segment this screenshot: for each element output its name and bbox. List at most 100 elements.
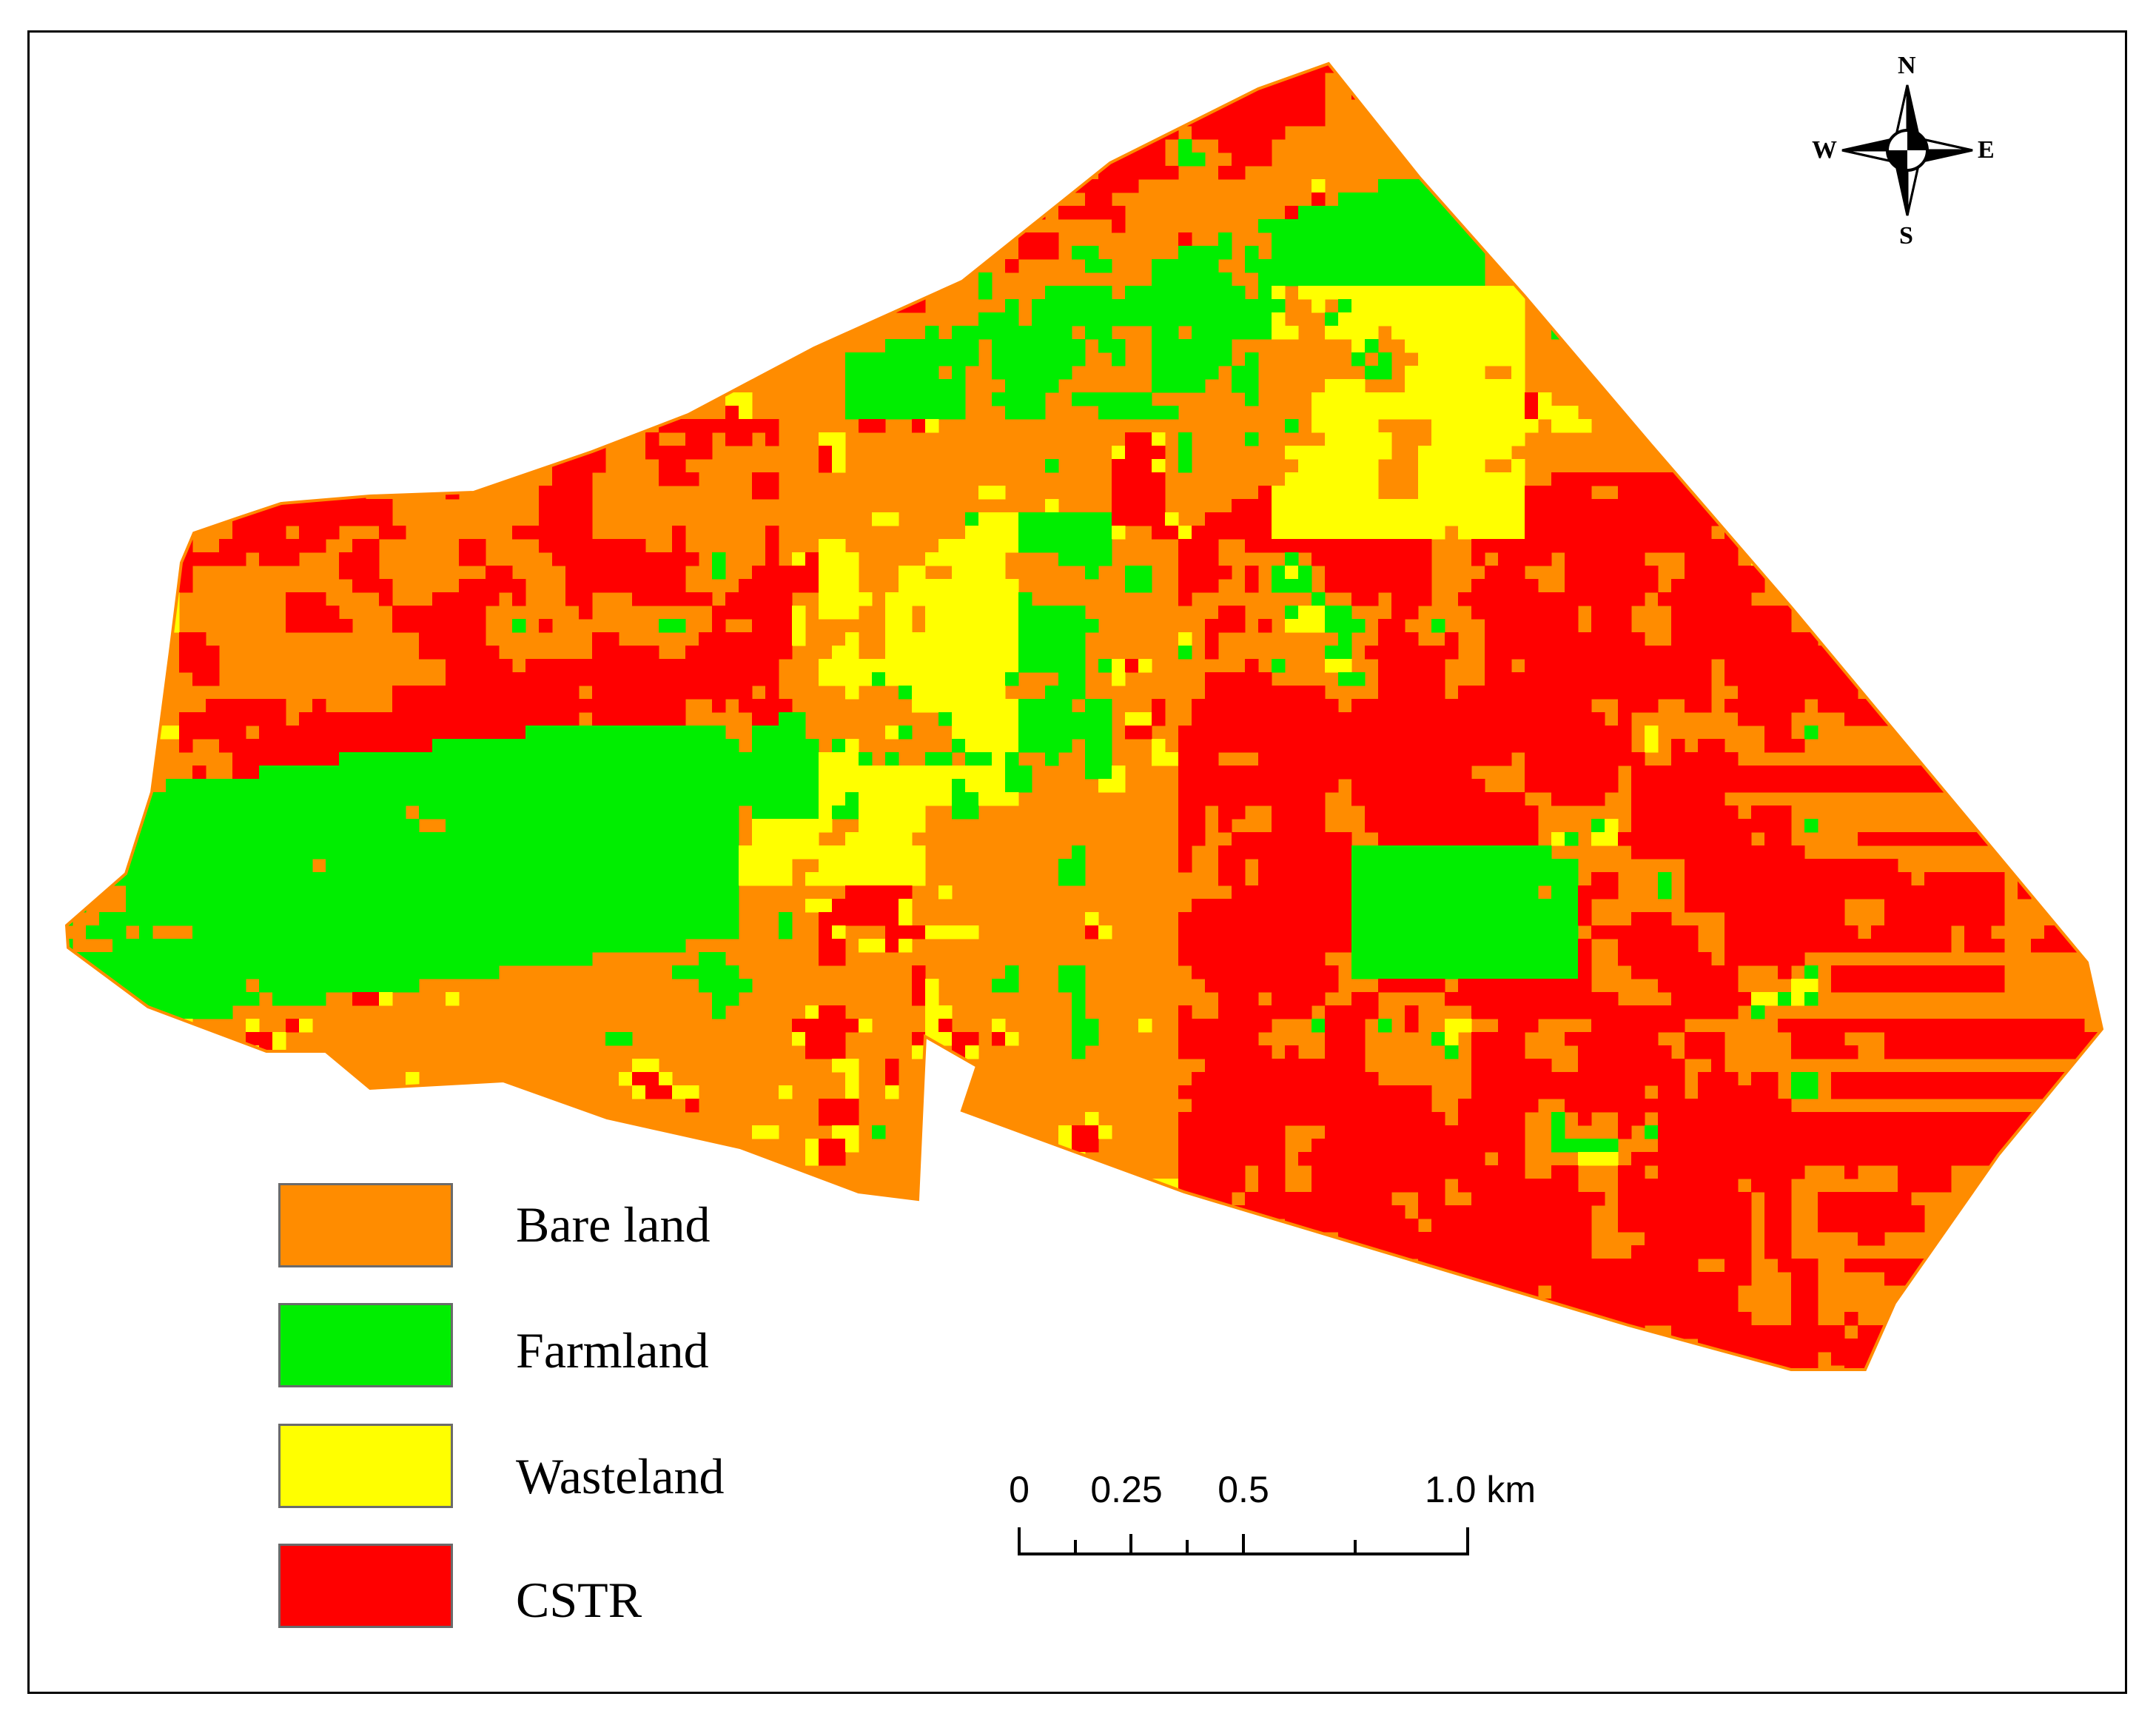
- land-cell: [1751, 1379, 1805, 1393]
- land-cell: [67, 859, 313, 873]
- land-cell: [1485, 1352, 1552, 1366]
- land-cell: [1205, 1365, 1272, 1370]
- land-cell: [1005, 1219, 1019, 1233]
- land-cell: [1618, 1165, 1645, 1179]
- land-cell: [1591, 925, 1699, 939]
- land-cell: [1272, 286, 1286, 300]
- land-cell: [1485, 1325, 1552, 1339]
- land-cell: [1072, 86, 1099, 100]
- land-cell: [446, 659, 513, 673]
- land-cell: [992, 1019, 1006, 1033]
- land-cell: [1351, 872, 1579, 886]
- land-cell: [1591, 206, 1632, 220]
- land-cell: [1072, 1019, 1099, 1033]
- land-cell: [1751, 206, 1765, 220]
- land-cell: [1138, 1019, 1152, 1033]
- land-cell: [192, 672, 220, 686]
- land-cell: [1351, 899, 1579, 913]
- land-cell: [1258, 872, 1352, 886]
- land-cell: [352, 86, 366, 100]
- land-cell: [1565, 1032, 1659, 1046]
- land-cell: [885, 619, 913, 633]
- land-cell: [845, 379, 966, 393]
- land-cell: [1671, 606, 1792, 620]
- land-cell: [326, 326, 340, 340]
- land-cell: [1764, 739, 1805, 753]
- land-cell: [1258, 859, 1352, 873]
- scale-bar: [1018, 1527, 1469, 1555]
- land-cell: [1298, 286, 1525, 300]
- land-cell: [152, 232, 206, 247]
- land-cell: [1205, 979, 1339, 993]
- land-cell: [1152, 259, 1219, 273]
- land-cell: [978, 272, 993, 287]
- land-cell: [232, 139, 286, 153]
- land-cell: [326, 859, 739, 873]
- land-cell: [1911, 1285, 1925, 1299]
- land-cell: [1671, 752, 1739, 766]
- land-cell: [126, 712, 140, 726]
- land-cell: [152, 1032, 180, 1046]
- land-cell: [765, 686, 779, 700]
- land-cell: [1245, 566, 1259, 580]
- land-cell: [1351, 792, 1525, 806]
- land-cell: [1178, 592, 1192, 606]
- land-cell: [752, 566, 819, 580]
- land-cell: [299, 1072, 326, 1086]
- land-cell: [1258, 272, 1485, 287]
- land-cell: [1498, 1019, 1539, 1033]
- land-cell: [978, 1219, 1006, 1233]
- land-cell: [925, 752, 953, 766]
- land-cell: [1178, 766, 1472, 780]
- land-cell: [605, 1299, 646, 1313]
- land-cell: [1685, 1045, 1725, 1059]
- land-cell: [1325, 566, 1432, 580]
- land-cell: [645, 286, 673, 300]
- land-cell: [1192, 1312, 1272, 1326]
- land-cell: [1351, 299, 1525, 313]
- land-cell: [1272, 312, 1286, 326]
- land-cell: [192, 1192, 220, 1206]
- land-cell: [219, 99, 260, 113]
- land-cell: [1618, 246, 1632, 260]
- land-cell: [832, 899, 899, 913]
- land-cell: [885, 726, 899, 740]
- land-cell: [1858, 552, 1952, 566]
- land-cell: [1751, 139, 1765, 153]
- land-cell: [86, 539, 113, 553]
- land-cell: [885, 632, 1019, 646]
- land-cell: [286, 99, 300, 113]
- land-cell: [1378, 672, 1445, 686]
- land-cell: [206, 1179, 220, 1193]
- land-cell: [1844, 352, 1858, 366]
- land-cell: [712, 1005, 726, 1019]
- land-cell: [592, 686, 753, 700]
- land-cell: [925, 419, 939, 433]
- land-cell: [1578, 1365, 1685, 1370]
- land-cell: [1565, 579, 1659, 593]
- land-cell: [139, 552, 153, 566]
- land-cell: [819, 1099, 859, 1113]
- land-cell: [1018, 512, 1112, 526]
- land-cell: [1471, 1045, 1525, 1059]
- land-cell: [899, 912, 913, 926]
- land-cell: [792, 73, 859, 87]
- land-cell: [952, 779, 966, 793]
- land-cell: [859, 939, 886, 953]
- land-cell: [1272, 526, 1445, 540]
- land-cell: [1325, 619, 1366, 633]
- land-cell: [1405, 1005, 1419, 1019]
- land-cell: [912, 419, 926, 433]
- land-cell: [512, 352, 526, 366]
- land-cell: [2058, 1339, 2072, 1353]
- land-cell: [1232, 366, 1259, 380]
- land-cell: [712, 566, 726, 580]
- land-cell: [272, 1032, 286, 1046]
- land-cell: [392, 606, 486, 620]
- land-cell: [1018, 632, 1086, 646]
- land-cell: [67, 805, 406, 820]
- land-cell: [1098, 339, 1126, 353]
- land-cell: [1152, 379, 1206, 393]
- compass-east-label: E: [1978, 136, 1995, 164]
- land-cell: [1658, 592, 1752, 606]
